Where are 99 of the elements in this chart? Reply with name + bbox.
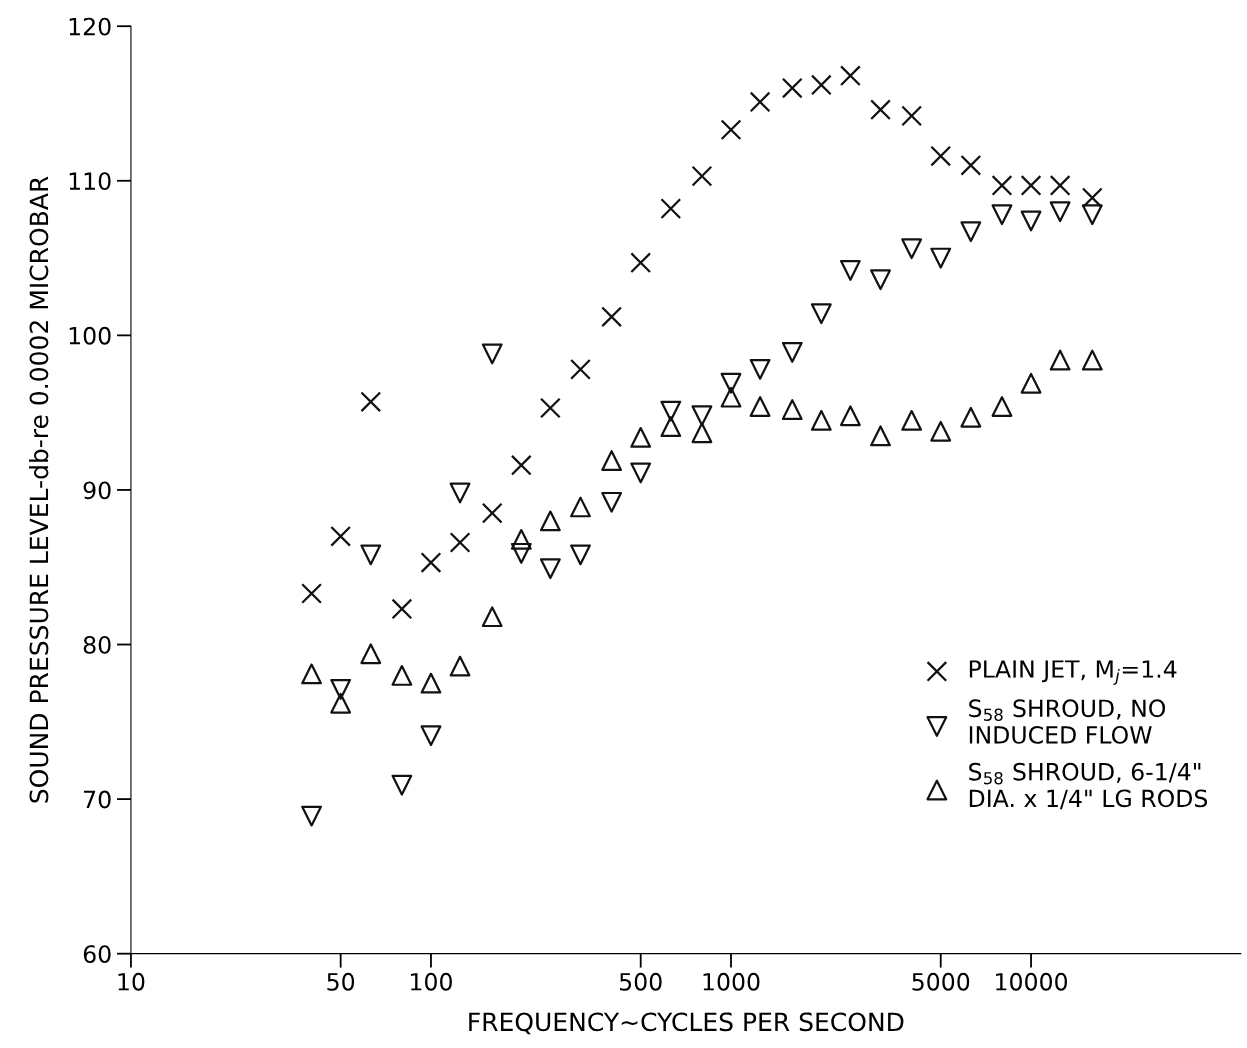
point [601, 450, 623, 471]
point [839, 260, 861, 281]
point [391, 774, 413, 796]
point [539, 510, 561, 532]
y-tick-label: 80 [83, 635, 111, 654]
point [449, 482, 471, 504]
point [660, 198, 682, 220]
point [839, 65, 861, 87]
point [1020, 174, 1042, 196]
y-tick-label: 110 [69, 172, 111, 191]
point [630, 426, 652, 448]
point [539, 397, 561, 419]
point [870, 99, 891, 121]
point [449, 655, 471, 677]
point [781, 341, 803, 363]
point [870, 269, 891, 291]
y-tick-label: 90 [83, 481, 111, 500]
y-tick-label: 100 [69, 326, 111, 345]
point [839, 405, 861, 427]
x-tick-label: 50 [327, 972, 355, 991]
point [1081, 204, 1103, 226]
point [901, 105, 923, 127]
point [481, 502, 503, 524]
point [960, 154, 982, 176]
point [330, 678, 352, 700]
point [391, 598, 413, 620]
point [449, 532, 471, 553]
legend-label: S$_{58}$ SHROUD, NO INDUCED FLOW [969, 699, 1166, 744]
x-tick-label: 5000 [912, 972, 970, 991]
point [601, 491, 623, 513]
point [691, 422, 713, 444]
point [539, 558, 561, 580]
point [930, 420, 952, 442]
x-tick-label: 500 [619, 972, 662, 991]
point [420, 725, 442, 747]
point [660, 400, 682, 422]
x-axis-title: FREQUENCY~CYCLES PER SECOND [469, 1012, 904, 1035]
point [570, 544, 591, 566]
point [870, 425, 891, 447]
point [1049, 201, 1071, 223]
point [301, 663, 322, 685]
y-axis-title: SOUND PRESSURE LEVEL-db-re 0.0002 MICROBAR [29, 176, 49, 803]
point [510, 542, 532, 564]
point [630, 252, 652, 274]
point [1049, 349, 1071, 371]
point [781, 77, 803, 99]
point [420, 672, 442, 694]
point [330, 525, 352, 547]
point [1049, 174, 1071, 196]
legend-label: PLAIN JET, M$_{j}$=1.4 [969, 660, 1177, 685]
point [360, 391, 382, 413]
point [691, 165, 713, 187]
point [301, 583, 322, 604]
point [901, 409, 923, 431]
point [781, 399, 803, 420]
point [991, 174, 1013, 196]
x-tick-label: 10 [118, 972, 145, 991]
x-tick-label: 10000 [996, 972, 1068, 991]
point [1020, 372, 1042, 394]
point [991, 396, 1013, 417]
point [720, 372, 742, 394]
point [720, 386, 742, 408]
point [481, 606, 503, 628]
point [810, 74, 832, 96]
x-tick-label: 100 [411, 972, 452, 991]
point [330, 692, 352, 714]
y-tick-label: 120 [69, 17, 111, 36]
point [660, 416, 682, 437]
point [991, 204, 1013, 226]
point [901, 238, 923, 260]
point [749, 91, 771, 113]
point [720, 119, 742, 141]
point [930, 145, 952, 167]
y-tick-label: 60 [83, 945, 111, 963]
point [749, 396, 771, 417]
point [630, 462, 652, 484]
point [510, 454, 532, 476]
point [570, 496, 591, 518]
point [930, 247, 952, 269]
point [749, 358, 771, 380]
point [810, 409, 832, 431]
point [420, 552, 442, 574]
point [601, 306, 623, 328]
point [960, 221, 982, 243]
x-tick-label: 1000 [703, 972, 760, 991]
point [691, 405, 713, 427]
point [360, 544, 382, 566]
point [570, 358, 591, 380]
point [510, 528, 532, 550]
point [960, 406, 982, 428]
point [391, 665, 413, 686]
point [1081, 349, 1103, 371]
legend-label: S$_{58}$ SHROUD, 6-1/4" DIA. x 1/4" LG RODS [969, 762, 1208, 810]
point [360, 643, 382, 665]
point [1020, 210, 1042, 232]
point [810, 303, 832, 325]
point [481, 343, 503, 365]
y-tick-label: 70 [84, 790, 111, 809]
point [301, 805, 322, 827]
